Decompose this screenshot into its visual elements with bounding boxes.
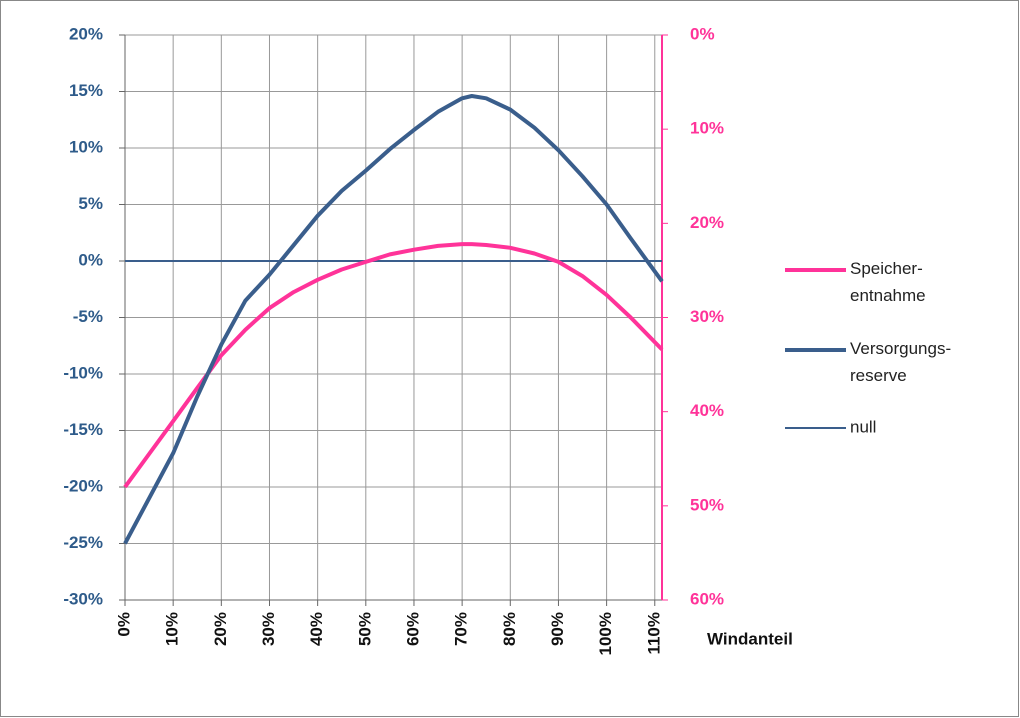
x-tick-label: 10% <box>163 612 182 646</box>
x-tick-label: 30% <box>259 612 278 646</box>
x-axis-title: Windanteil <box>707 629 793 648</box>
y-tick-label: -15% <box>63 420 103 439</box>
series-line <box>123 94 664 545</box>
x-tick-label: 50% <box>355 612 374 646</box>
y2-tick-label: 20% <box>690 213 724 232</box>
y-tick-label: -10% <box>63 363 103 382</box>
y-tick-label: 20% <box>69 24 103 43</box>
y-tick-label: -25% <box>63 533 103 552</box>
y2-tick-label: 50% <box>690 495 724 514</box>
x-tick-label: 0% <box>114 612 133 637</box>
y2-tick-label: 0% <box>690 24 715 43</box>
y-tick-label: -5% <box>73 307 103 326</box>
y-tick-label: 15% <box>69 81 103 100</box>
y-tick-label: 5% <box>78 194 103 213</box>
y-tick-label: -30% <box>63 589 103 608</box>
x-tick-label: 60% <box>403 612 422 646</box>
y-tick-label: 0% <box>78 250 103 269</box>
y2-tick-label: 60% <box>690 589 724 608</box>
legend-label: Speicher-entnahme <box>850 259 926 305</box>
x-tick-label: 20% <box>211 612 230 646</box>
x-tick-label: 90% <box>548 612 567 646</box>
legend-label: Versorgungs-reserve <box>850 339 951 385</box>
x-tick-label: 70% <box>452 612 471 646</box>
y-tick-label: -20% <box>63 476 103 495</box>
y2-tick-label: 10% <box>690 119 724 138</box>
x-tick-label: 110% <box>644 612 663 655</box>
legend-label: null <box>850 417 876 436</box>
y2-tick-label: 30% <box>690 307 724 326</box>
y-tick-label: 10% <box>69 137 103 156</box>
x-tick-label: 100% <box>596 612 615 655</box>
series-line <box>123 242 664 489</box>
y2-tick-label: 40% <box>690 401 724 420</box>
x-tick-label: 40% <box>307 612 326 646</box>
x-tick-label: 80% <box>500 612 519 646</box>
